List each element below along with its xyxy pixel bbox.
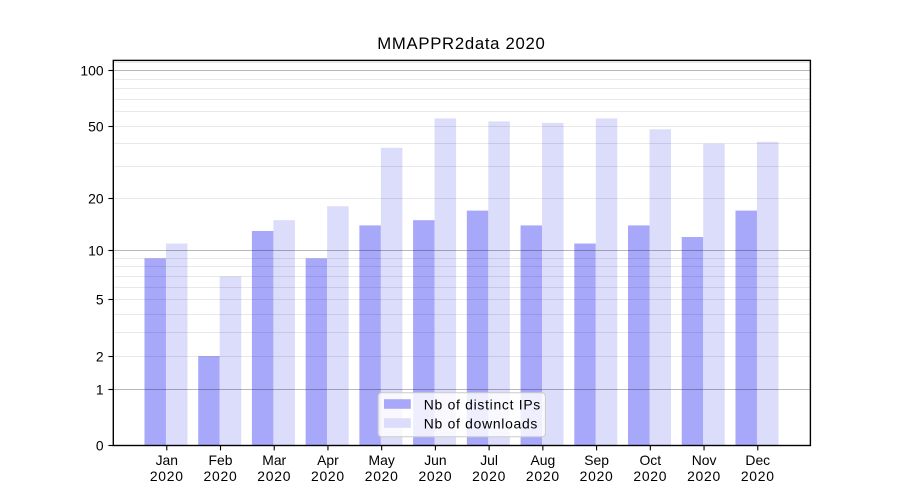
svg-text:2020: 2020 bbox=[526, 468, 560, 484]
svg-text:2020: 2020 bbox=[472, 468, 506, 484]
svg-text:2020: 2020 bbox=[418, 468, 452, 484]
svg-text:0: 0 bbox=[96, 437, 104, 453]
svg-text:2020: 2020 bbox=[633, 468, 667, 484]
svg-text:1: 1 bbox=[96, 381, 104, 397]
svg-text:Jan: Jan bbox=[156, 452, 178, 468]
svg-text:2020: 2020 bbox=[580, 468, 614, 484]
svg-text:5: 5 bbox=[96, 291, 104, 307]
svg-text:Dec: Dec bbox=[745, 452, 770, 468]
svg-text:Jun: Jun bbox=[424, 452, 446, 468]
svg-text:20: 20 bbox=[88, 190, 104, 206]
svg-text:2020: 2020 bbox=[257, 468, 291, 484]
svg-text:10: 10 bbox=[88, 242, 104, 258]
svg-text:2020: 2020 bbox=[687, 468, 721, 484]
svg-text:Sep: Sep bbox=[584, 452, 609, 468]
svg-text:2020: 2020 bbox=[365, 468, 399, 484]
svg-text:Oct: Oct bbox=[640, 452, 662, 468]
svg-text:Mar: Mar bbox=[262, 452, 286, 468]
svg-text:Feb: Feb bbox=[209, 452, 233, 468]
svg-text:2020: 2020 bbox=[150, 468, 184, 484]
svg-text:2020: 2020 bbox=[311, 468, 345, 484]
svg-text:Nov: Nov bbox=[692, 452, 717, 468]
svg-text:Nb of downloads: Nb of downloads bbox=[424, 415, 538, 431]
svg-text:2020: 2020 bbox=[204, 468, 238, 484]
svg-text:50: 50 bbox=[88, 118, 104, 134]
svg-text:Apr: Apr bbox=[317, 452, 339, 468]
svg-text:MMAPPR2data 2020: MMAPPR2data 2020 bbox=[377, 34, 545, 53]
svg-text:2: 2 bbox=[96, 348, 104, 364]
svg-text:100: 100 bbox=[80, 62, 103, 78]
svg-text:May: May bbox=[369, 452, 395, 468]
svg-text:2020: 2020 bbox=[741, 468, 775, 484]
svg-text:Jul: Jul bbox=[480, 452, 498, 468]
svg-text:Nb of distinct IPs: Nb of distinct IPs bbox=[424, 396, 541, 412]
svg-text:Aug: Aug bbox=[531, 452, 556, 468]
